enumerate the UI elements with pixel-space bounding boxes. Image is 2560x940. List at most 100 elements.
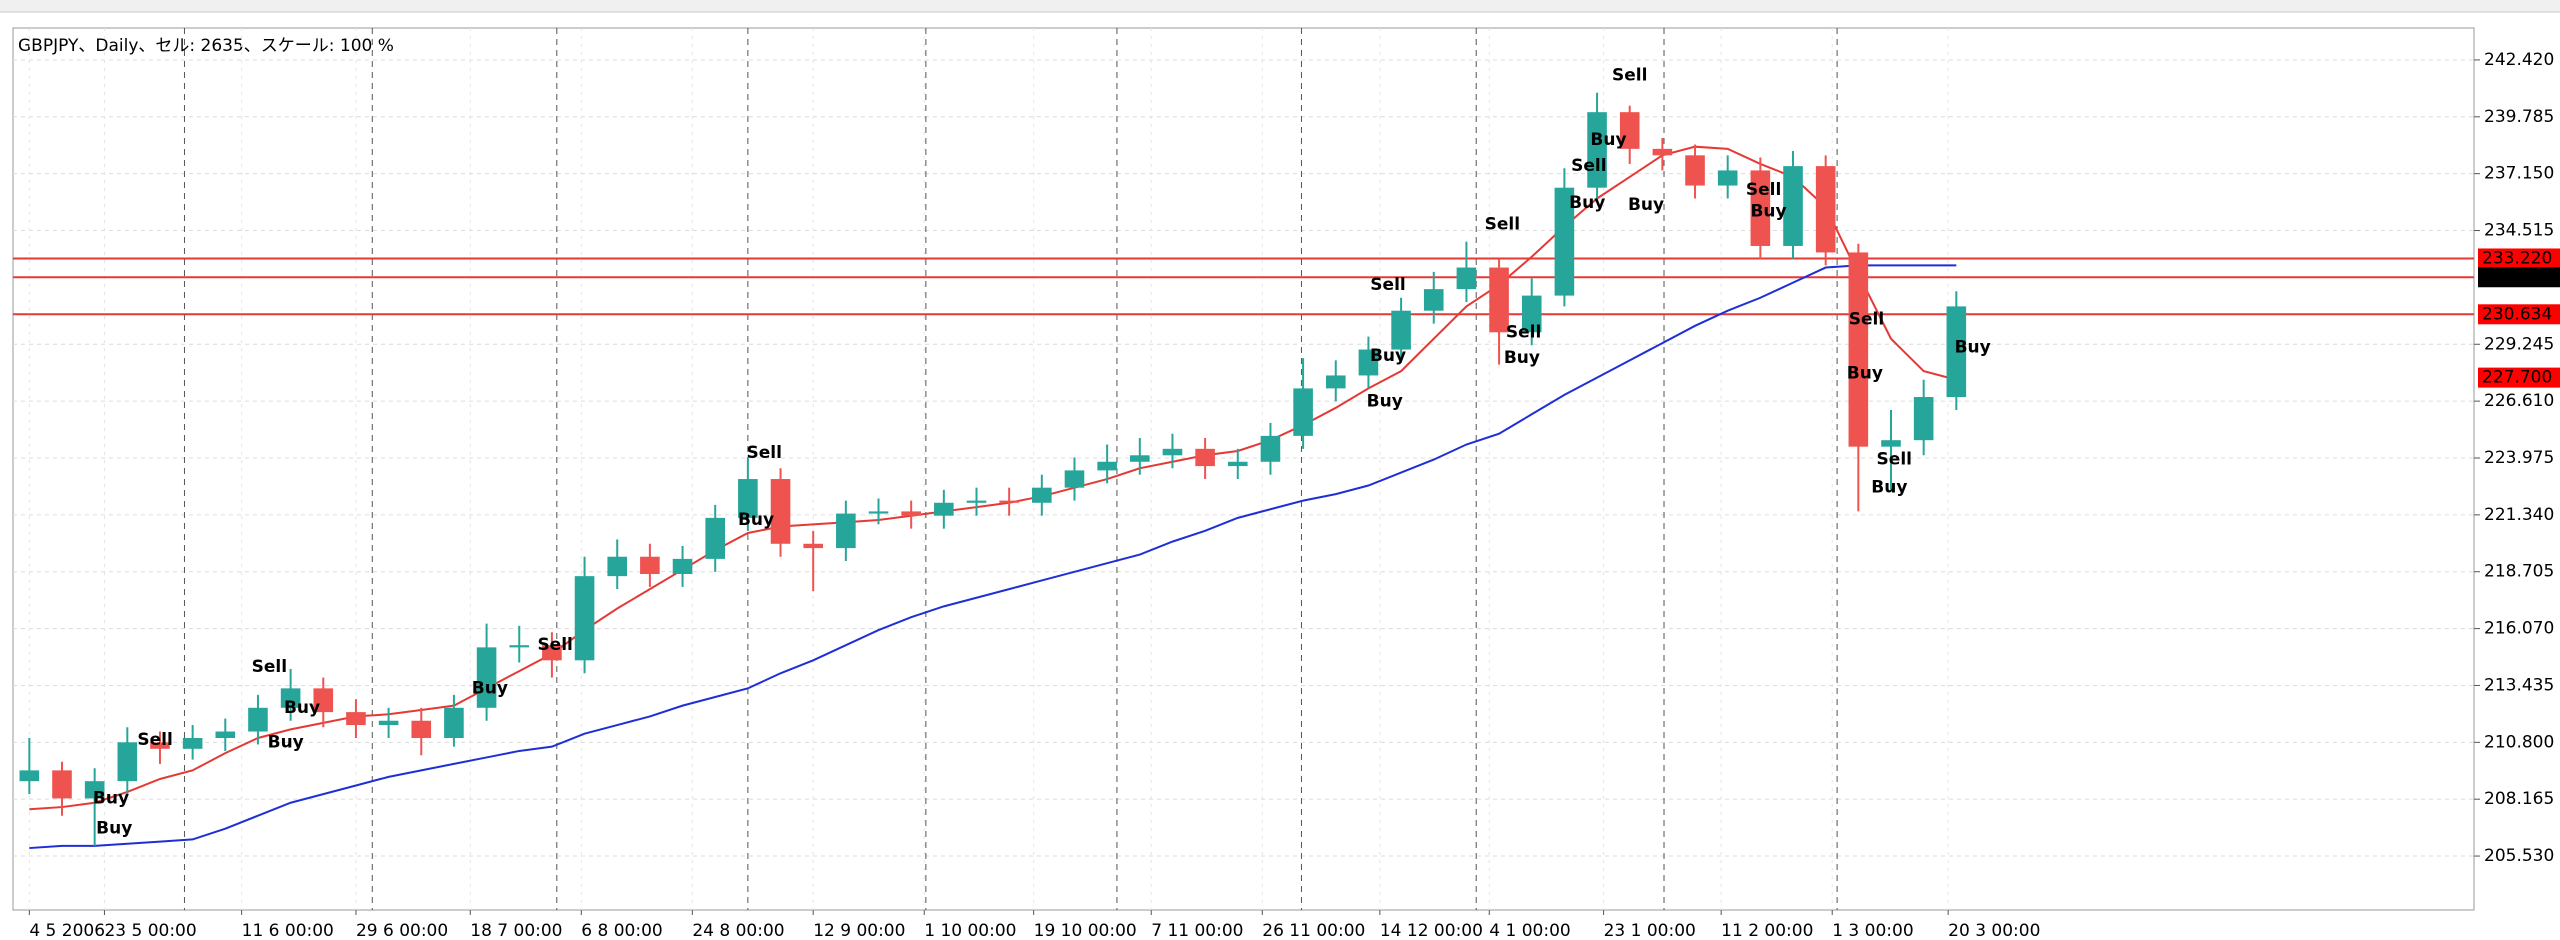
candle-body [1783, 166, 1803, 246]
candle-body [770, 479, 791, 544]
chart-title: GBPJPY、Daily、セル: 2635、スケール: 100 % [18, 36, 394, 56]
candle-body [19, 770, 40, 782]
candle-body [574, 576, 595, 661]
candle-body [672, 558, 693, 574]
candle-body [444, 707, 464, 739]
candle-body [1293, 388, 1313, 436]
candle-body [542, 645, 562, 661]
candle-body [1554, 187, 1575, 296]
candle-body [966, 500, 987, 503]
candle-body [1325, 375, 1346, 389]
y-tick-label: 237.150 [2484, 164, 2554, 184]
candle-body [313, 688, 334, 713]
level-label-bg [2478, 367, 2560, 388]
x-tick-label: 1 10 00:00 [924, 921, 1016, 940]
candle-body [1619, 112, 1640, 149]
candle-body [509, 645, 530, 648]
candle-body [1717, 170, 1738, 186]
x-tick-label: 4 5 2006 [29, 921, 105, 940]
signal-label: Sell [1370, 275, 1405, 295]
signal-label: Sell [1506, 322, 1541, 342]
candle-body [1391, 310, 1411, 350]
candle-body [1456, 267, 1477, 290]
candle-body [868, 511, 889, 514]
y-tick-label: 234.515 [2484, 221, 2554, 241]
level-label: 230.634 [2482, 304, 2552, 324]
candle-body [1881, 440, 1901, 447]
signal-label: Buy [1504, 348, 1540, 368]
candle-body [1358, 349, 1379, 376]
level-label: 227.700 [2482, 368, 2552, 388]
candle-body [1032, 487, 1052, 503]
signal-label: Buy [1569, 193, 1605, 213]
signal-label: Buy [96, 819, 132, 839]
moving-average [29, 264, 1957, 850]
candle-body [346, 712, 366, 726]
candle-body [150, 742, 170, 749]
candle-body [607, 556, 628, 577]
signal-label: Buy [1367, 391, 1403, 411]
y-tick-label: 239.785 [2484, 107, 2554, 127]
candle-body [1521, 295, 1542, 333]
x-tick-label: 19 10 00:00 [1034, 921, 1137, 940]
x-tick-label: 7 11 00:00 [1151, 921, 1243, 940]
candle-body [1227, 461, 1248, 467]
x-tick-label: 4 1 00:00 [1489, 921, 1570, 940]
y-tick-label: 216.070 [2484, 619, 2554, 639]
plot-area [12, 27, 2475, 911]
toolbar-strip [0, 0, 2560, 12]
signal-label: Buy [268, 732, 304, 752]
x-tick-label: 26 11 00:00 [1262, 921, 1365, 940]
candle-body [280, 688, 301, 708]
candle-body [84, 781, 105, 799]
x-tick-label: 1 3 00:00 [1832, 921, 1913, 940]
y-tick-label: 205.530 [2484, 846, 2554, 866]
candle-body [1685, 155, 1705, 186]
x-tick-label: 11 2 00:00 [1721, 921, 1813, 940]
x-tick-label: 29 6 00:00 [356, 921, 448, 940]
level-label-bg [2478, 267, 2560, 288]
signal-label: Buy [284, 698, 320, 718]
level-label: 233.220 [2482, 248, 2552, 268]
candle-body [1162, 448, 1183, 456]
level-label-bg [2478, 248, 2560, 269]
candle-body [117, 742, 138, 782]
signal-label: Buy [1590, 130, 1626, 150]
candle-body [803, 543, 823, 549]
candle-body [1848, 252, 1869, 447]
candle-body [182, 738, 203, 749]
candle-body [1652, 148, 1673, 156]
candle-body [215, 731, 236, 739]
signal-label: Buy [1871, 478, 1907, 498]
signal-label: Buy [1628, 195, 1664, 215]
x-tick-label: 23 5 00:00 [104, 921, 196, 940]
signal-label: Sell [746, 443, 781, 463]
x-tick-label: 23 1 00:00 [1604, 921, 1696, 940]
signal-label: Buy [93, 788, 129, 808]
x-tick-label: 24 8 00:00 [692, 921, 784, 940]
y-tick-label: 223.975 [2484, 448, 2554, 468]
candle-body [1946, 306, 1967, 398]
x-tick-label: 20 3 00:00 [1948, 921, 2040, 940]
y-tick-label: 226.610 [2484, 391, 2554, 411]
candle-body [378, 720, 399, 726]
candle-body [411, 720, 432, 739]
candle-body [248, 707, 268, 732]
level-label-bg [2478, 304, 2560, 325]
signal-label: Sell [1485, 214, 1520, 234]
y-tick-label: 213.435 [2484, 675, 2554, 695]
candle-body [1815, 166, 1836, 253]
y-tick-label: 210.800 [2484, 732, 2554, 752]
candle-body [934, 502, 954, 516]
signal-label: Buy [738, 510, 774, 530]
candle-body [1587, 112, 1607, 188]
candle-body [999, 500, 1019, 503]
signal-label: Sell [1746, 180, 1781, 200]
signal-label: Sell [1612, 65, 1647, 85]
y-tick-label: 242.420 [2484, 50, 2554, 70]
y-tick-label: 218.705 [2484, 562, 2554, 582]
signal-label: Sell [252, 657, 287, 677]
signal-label: Sell [1877, 450, 1912, 470]
x-tick-label: 6 8 00:00 [581, 921, 662, 940]
